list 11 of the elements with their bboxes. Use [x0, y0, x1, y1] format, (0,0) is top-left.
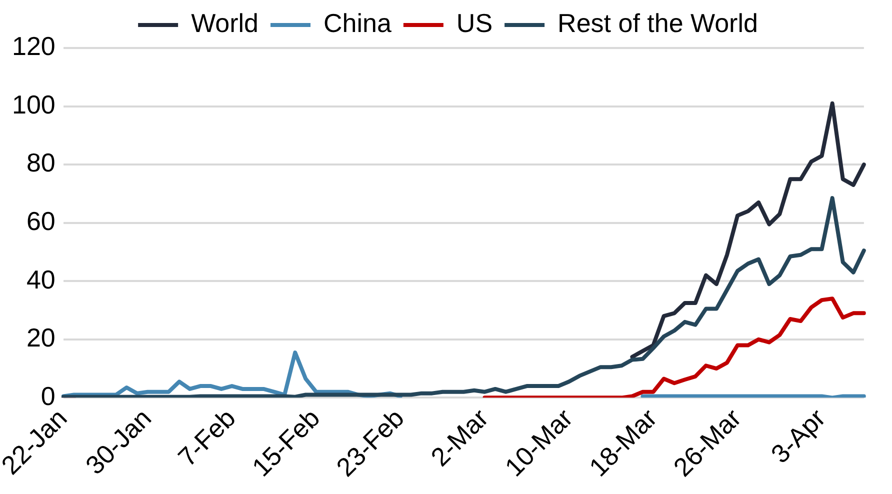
legend-label: US	[456, 8, 493, 38]
y-tick-label: 40	[26, 264, 56, 294]
legend-label: Rest of the World	[558, 8, 758, 38]
y-tick-label: 80	[26, 148, 56, 178]
y-tick-label: 100	[12, 89, 56, 120]
legend-label: World	[191, 8, 259, 38]
y-tick-label: 20	[26, 322, 56, 353]
y-tick-label: 0	[40, 380, 56, 411]
y-tick-label: 120	[12, 31, 56, 62]
y-tick-label: 60	[26, 206, 56, 236]
legend-label: China	[323, 8, 392, 38]
